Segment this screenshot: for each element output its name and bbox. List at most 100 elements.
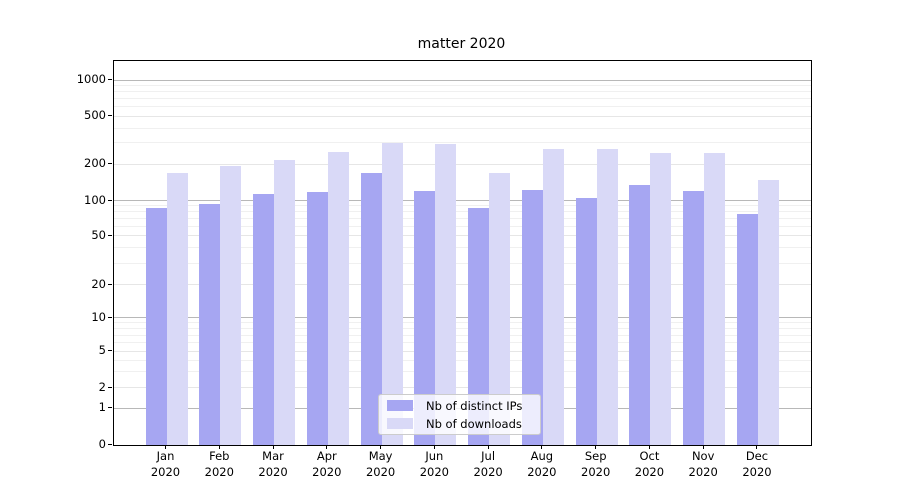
minor-gridline xyxy=(114,91,811,93)
bar-distinct-ips xyxy=(468,207,490,445)
bar-downloads xyxy=(650,152,672,445)
major-gridline xyxy=(114,116,811,117)
legend-label: Nb of distinct IPs xyxy=(426,398,523,413)
bar-downloads xyxy=(381,143,403,445)
x-axis-tick-label: Jul 2020 xyxy=(473,449,503,479)
minor-gridline xyxy=(114,328,811,330)
bar-downloads xyxy=(757,179,779,445)
x-tick-mark xyxy=(272,445,274,449)
x-axis-tick-label: Sep 2020 xyxy=(581,449,611,479)
minor-gridline xyxy=(114,205,811,207)
x-tick-mark xyxy=(595,445,597,449)
y-axis-tick-label: 20 xyxy=(91,276,106,291)
bar-distinct-ips xyxy=(736,213,758,445)
y-axis-tick-label: 200 xyxy=(84,155,106,170)
x-tick-mark xyxy=(648,445,650,449)
minor-gridline xyxy=(114,322,811,324)
major-gridline xyxy=(114,317,811,319)
legend-item: Nb of distinct IPs xyxy=(379,399,540,413)
minor-gridline xyxy=(114,127,811,129)
y-axis-tick-label: 1 xyxy=(98,400,106,415)
minor-gridline xyxy=(114,226,811,228)
major-gridline xyxy=(114,284,811,286)
y-axis-tick-label: 50 xyxy=(91,227,106,242)
x-axis-tick-label: Jan 2020 xyxy=(150,449,181,479)
y-tick-mark xyxy=(108,316,112,318)
y-tick-mark xyxy=(108,162,112,164)
y-tick-mark xyxy=(108,283,112,285)
minor-gridline xyxy=(114,98,811,100)
x-tick-mark xyxy=(218,445,220,449)
bar-downloads xyxy=(542,148,564,445)
bar-downloads xyxy=(274,159,296,445)
major-gridline xyxy=(114,235,811,237)
y-tick-mark xyxy=(108,407,112,409)
bar-distinct-ips xyxy=(145,208,167,445)
x-tick-mark xyxy=(326,445,328,449)
y-tick-mark xyxy=(108,350,112,352)
legend-item: Nb of downloads xyxy=(379,417,540,431)
x-tick-mark xyxy=(433,445,435,449)
x-axis-tick-label: Aug 2020 xyxy=(527,449,557,479)
legend-label: Nb of downloads xyxy=(426,416,522,431)
bar-downloads xyxy=(166,173,188,445)
minor-gridline xyxy=(114,142,811,144)
bar-distinct-ips xyxy=(199,203,221,445)
minor-gridline xyxy=(114,218,811,220)
minor-gridline xyxy=(114,106,811,108)
bar-downloads xyxy=(704,152,726,445)
x-tick-mark xyxy=(487,445,489,449)
x-tick-mark xyxy=(756,445,758,449)
x-axis-tick-label: Mar 2020 xyxy=(258,449,288,479)
x-tick-mark xyxy=(165,445,166,449)
bar-distinct-ips xyxy=(629,184,651,445)
plot-area: Nb of distinct IPs Nb of downloads xyxy=(113,60,812,446)
minor-gridline xyxy=(114,371,811,373)
minor-gridline xyxy=(114,85,811,87)
legend-swatch-distinct-ips xyxy=(387,400,413,411)
y-tick-mark xyxy=(108,234,112,236)
bar-downloads xyxy=(327,151,349,445)
bar-distinct-ips xyxy=(253,194,275,445)
y-tick-mark xyxy=(108,199,112,201)
bar-distinct-ips xyxy=(575,198,597,445)
x-axis-tick-label: May 2020 xyxy=(365,449,396,479)
x-axis-tick-label: Oct 2020 xyxy=(634,449,665,479)
y-axis-tick-label: 0 xyxy=(98,436,106,451)
major-gridline xyxy=(114,387,811,389)
bar-downloads xyxy=(489,172,511,445)
chart-title: matter 2020 xyxy=(417,36,506,52)
y-tick-mark xyxy=(108,115,112,117)
bar-downloads xyxy=(435,144,457,445)
bar-distinct-ips xyxy=(414,191,436,445)
minor-gridline xyxy=(114,334,811,336)
legend-swatch-downloads xyxy=(387,418,413,429)
x-axis-tick-label: Nov 2020 xyxy=(688,449,718,479)
legend: Nb of distinct IPs Nb of downloads xyxy=(378,394,541,435)
bar-distinct-ips xyxy=(521,189,543,445)
x-tick-mark xyxy=(702,445,704,449)
y-axis-tick-label: 1000 xyxy=(76,72,106,87)
bar-distinct-ips xyxy=(360,173,382,445)
x-axis-tick-label: Apr 2020 xyxy=(312,449,342,479)
bar-distinct-ips xyxy=(306,191,328,445)
x-axis-tick-label: Jun 2020 xyxy=(419,449,449,479)
y-axis-tick-label: 5 xyxy=(98,343,106,358)
y-tick-mark xyxy=(108,79,112,81)
major-gridline xyxy=(114,163,811,165)
bar-downloads xyxy=(596,148,618,445)
x-axis-tick-label: Dec 2020 xyxy=(742,449,772,479)
y-axis-tick-label: 10 xyxy=(91,309,106,324)
minor-gridline xyxy=(114,247,811,249)
minor-gridline xyxy=(114,359,811,361)
major-gridline xyxy=(114,200,811,202)
minor-gridline xyxy=(114,262,811,264)
y-axis-tick-label: 2 xyxy=(98,379,106,394)
y-tick-mark xyxy=(108,443,112,445)
y-tick-mark xyxy=(108,386,112,388)
y-axis-tick-label: 500 xyxy=(84,108,106,123)
major-gridline xyxy=(114,79,811,81)
y-axis-tick-label: 100 xyxy=(84,192,106,207)
x-tick-mark xyxy=(380,445,382,449)
